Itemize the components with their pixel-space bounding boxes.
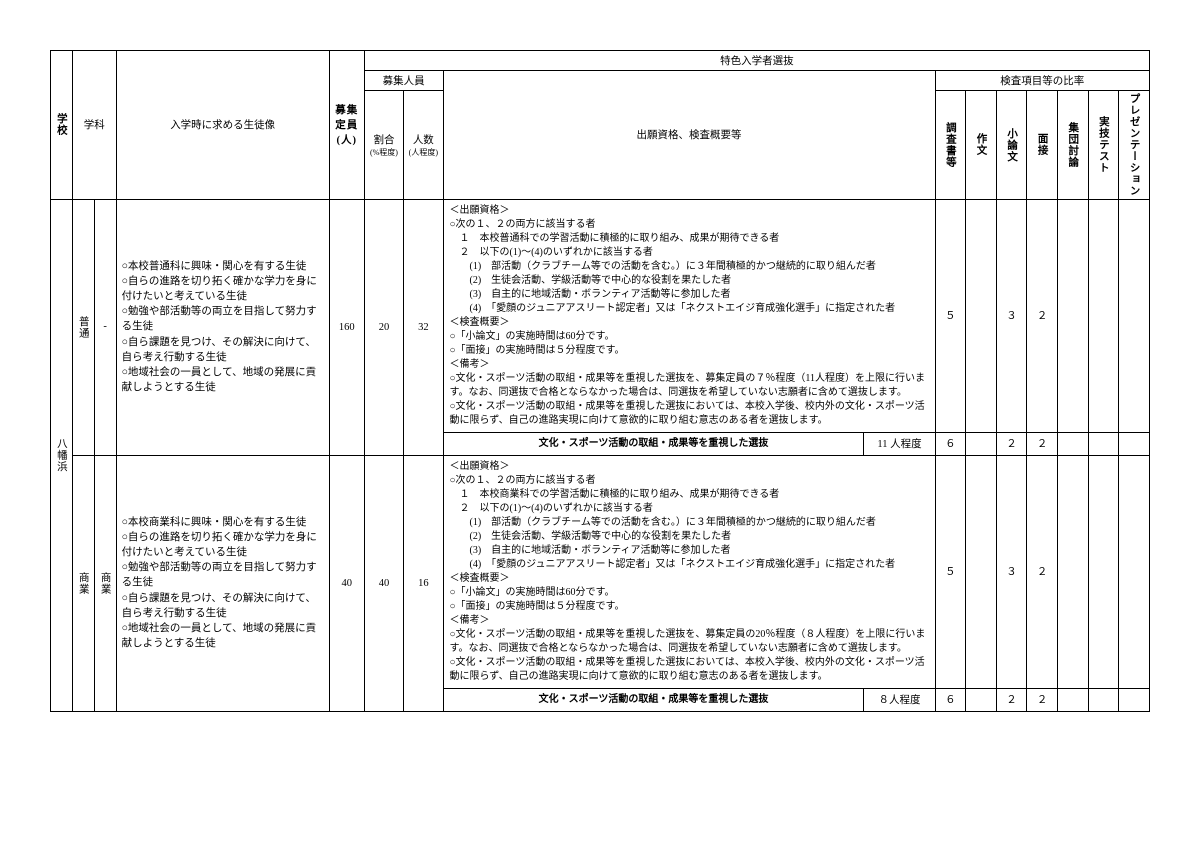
ratio-cell-4 [1057,199,1088,432]
dept-cell: 普通 [72,199,94,455]
ratio-cell-4 [1057,455,1088,688]
sub-ratio-cell-4 [1057,432,1088,455]
sub-ratio-cell-2: ２ [996,688,1027,711]
ratio-cell-0: ５ [935,199,966,432]
school-cell: 八幡浜 [51,199,73,711]
sub-ratio-cell-0: ６ [935,688,966,711]
hdr-r5: 実技テスト [1088,91,1119,200]
sub-ratio-cell-6 [1119,432,1150,455]
table-header: 学校 学科 入学時に求める生徒像 募集定員(人) 特色入学者選抜 募集人員 出願… [51,51,1150,200]
hdr-r3: 面接 [1027,91,1058,200]
ratio-cell-5 [1088,455,1119,688]
hdr-recruit: 募集人員 [364,71,443,91]
desc-cell: ＜出願資格＞ ○次の１、２の両方に該当する者 １ 本校商業科での学習活動に積極的… [443,455,935,688]
hdr-r6: プレゼンテーション [1119,91,1150,200]
capacity-cell: 40 [329,455,364,711]
sub-ratio-cell-1 [966,688,997,711]
ratio-cell-2: ３ [996,455,1027,688]
hdr-rate: 割合(%程度) [364,91,403,200]
ratio-cell-2: ３ [996,199,1027,432]
ratio-cell-3: ２ [1027,199,1058,432]
hdr-r2: 小論文 [996,91,1027,200]
rate-cell: 40 [364,455,403,711]
subdept-cell: 商業 [94,455,116,711]
ratio-cell-1 [966,199,997,432]
sub-selection-limit: 11 人程度 [864,432,935,455]
sub-ratio-cell-5 [1088,688,1119,711]
ratio-cell-3: ２ [1027,455,1058,688]
num-cell: 32 [404,199,443,455]
ratio-cell-0: ５ [935,455,966,688]
dept-cell: 商業 [72,455,94,711]
subdept-cell: - [94,199,116,455]
sub-ratio-cell-5 [1088,432,1119,455]
hdr-special: 特色入学者選抜 [364,51,1149,71]
sub-ratio-cell-2: ２ [996,432,1027,455]
table-body: 八幡浜普通-○本校普通科に興味・関心を有する生徒 ○自らの進路を切り拓く確かな学… [51,199,1150,711]
hdr-ratio: 検査項目等の比率 [935,71,1149,91]
sub-ratio-cell-6 [1119,688,1150,711]
hdr-r1: 作文 [966,91,997,200]
sub-ratio-cell-1 [966,432,997,455]
sub-selection-label: 文化・スポーツ活動の取組・成果等を重視した選抜 [443,432,864,455]
profile-cell: ○本校商業科に興味・関心を有する生徒 ○自らの進路を切り拓く確かな学力を身に付け… [116,455,329,711]
hdr-capacity: 募集定員(人) [329,51,364,200]
capacity-cell: 160 [329,199,364,455]
ratio-cell-1 [966,455,997,688]
sub-ratio-cell-4 [1057,688,1088,711]
hdr-school: 学校 [51,51,73,200]
profile-cell: ○本校普通科に興味・関心を有する生徒 ○自らの進路を切り拓く確かな学力を身に付け… [116,199,329,455]
sub-ratio-cell-0: ６ [935,432,966,455]
hdr-num: 人数(人程度) [404,91,443,200]
sub-selection-limit: ８人程度 [864,688,935,711]
sub-ratio-cell-3: ２ [1027,432,1058,455]
ratio-cell-5 [1088,199,1119,432]
hdr-profile: 入学時に求める生徒像 [116,51,329,200]
rate-cell: 20 [364,199,403,455]
sub-ratio-cell-3: ２ [1027,688,1058,711]
sub-selection-label: 文化・スポーツ活動の取組・成果等を重視した選抜 [443,688,864,711]
admissions-table: 学校 学科 入学時に求める生徒像 募集定員(人) 特色入学者選抜 募集人員 出願… [50,50,1150,712]
num-cell: 16 [404,455,443,711]
hdr-r4: 集団討論 [1057,91,1088,200]
hdr-desc: 出願資格、検査概要等 [443,71,935,200]
ratio-cell-6 [1119,199,1150,432]
hdr-dept: 学科 [72,51,116,200]
desc-cell: ＜出願資格＞ ○次の１、２の両方に該当する者 １ 本校普通科での学習活動に積極的… [443,199,935,432]
ratio-cell-6 [1119,455,1150,688]
hdr-r0: 調査書等 [935,91,966,200]
